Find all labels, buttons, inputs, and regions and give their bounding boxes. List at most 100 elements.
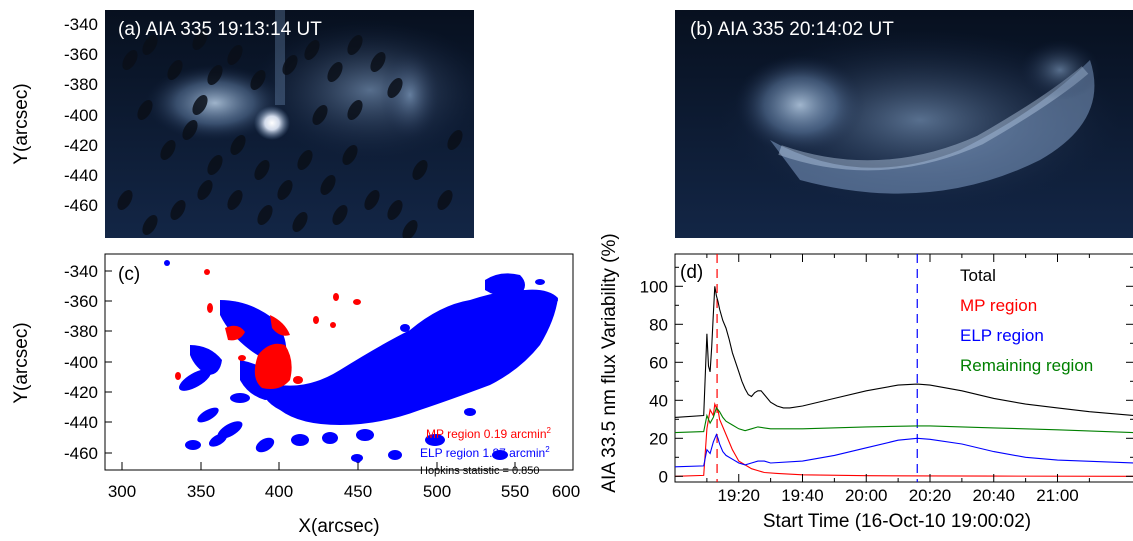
- panel-a-blob: [297, 150, 313, 170]
- panel-c-elp-mask: [164, 260, 558, 463]
- panel-c-xticks: 300 350 400 450 500 550 600: [108, 482, 580, 501]
- panel-a-blob: [182, 120, 198, 140]
- panel-c-ylabel: Y(arcsec): [11, 322, 32, 403]
- panel-c-hopkins-annotation: Hopkins statistic = 0.850: [420, 465, 540, 477]
- panel-a-blob: [142, 35, 158, 55]
- panel-c-yticks: -340 -360 -380 -400 -420 -440 -460: [64, 262, 98, 463]
- panel-d-plot: 0 20 40 60 80 100 19:20 19:40 20:00 20:20 20:40 21:…: [640, 253, 1133, 505]
- panel-d-xtick-label: 19:20: [717, 486, 760, 505]
- panel-a-blob: [192, 95, 208, 115]
- panel-a-blob: [387, 78, 403, 98]
- panel-d-frame: [674, 253, 1133, 483]
- panel-d-xtick-label: 19:40: [781, 486, 824, 505]
- panel-a-blob: [207, 155, 223, 175]
- panel-a-blob: [292, 212, 308, 232]
- panel-d-ytick-label: 60: [649, 353, 668, 372]
- panel-d-ytick-label: 0: [659, 467, 668, 486]
- panel-d-xtick-label: 20:20: [909, 486, 952, 505]
- panel-c-mp-annotation: MP region 0.19 arcmin2: [426, 426, 552, 441]
- panel-a-ytick: -400: [64, 106, 98, 125]
- panel-d-xtick-label: 20:00: [845, 486, 888, 505]
- panel-a-ytick: -440: [64, 166, 98, 185]
- panel-a-blob: [332, 205, 348, 225]
- panel-c-ytick: -400: [64, 353, 98, 372]
- panel-a-blob: [117, 190, 133, 210]
- panel-c-ytick: -340: [64, 262, 98, 281]
- panel-a: (a) AIA 335 19:13:14 UT Y(arcsec) -340 -…: [11, 10, 474, 238]
- panel-a-blob: [207, 65, 223, 85]
- panel-a-ytick: -360: [64, 45, 98, 64]
- panel-c-xtick: 500: [423, 482, 451, 501]
- panel-a-blob: [277, 180, 293, 200]
- panel-a-ytick: -380: [64, 75, 98, 94]
- panel-a-blob: [254, 160, 270, 180]
- panel-a-blob: [370, 52, 386, 72]
- panel-d-xtick-label: 21:00: [1036, 486, 1079, 505]
- panel-d-ytick-label: 40: [649, 391, 668, 410]
- panel-c-xtick-marks: [121, 462, 516, 470]
- panel-d-xlabel: Start Time (16-Oct-10 19:00:02): [763, 511, 1031, 532]
- panel-d-series-line: [674, 406, 1133, 434]
- panel-c-xtick: 350: [187, 482, 215, 501]
- panel-b: (b) AIA 335 20:14:02 UT: [675, 10, 1133, 238]
- panel-a-blob: [387, 200, 403, 220]
- panel-d-ytick-label: 100: [640, 277, 668, 296]
- panel-c-elp-annotation: ELP region 1.87 arcmin2: [420, 445, 550, 460]
- panel-a-image: [105, 10, 474, 238]
- panel-c: (c) Y(arcsec) X(arcsec) -340 -360 -380 -…: [11, 253, 580, 537]
- panel-c-label: (c): [118, 264, 140, 285]
- panel-a-ytick: -340: [64, 15, 98, 34]
- panel-b-image: [675, 10, 1133, 238]
- panel-d-ylabel: AIA 33.5 nm flux Variability (%): [599, 233, 620, 492]
- panel-c-ytick: -420: [64, 383, 98, 402]
- panel-d-legend-entry: MP region: [960, 296, 1037, 315]
- panel-a-blob: [122, 50, 138, 70]
- panel-b-label: (b) AIA 335 20:14:02 UT: [690, 19, 894, 40]
- panel-c-ytick-marks: [105, 270, 112, 454]
- panel-c-ytick: -460: [64, 444, 98, 463]
- panel-a-blob: [230, 135, 246, 155]
- panel-a-blob: [282, 55, 298, 75]
- panel-d-legend-entry: Total: [960, 266, 996, 285]
- panel-a-blob: [170, 200, 186, 220]
- panel-c-xtick: 450: [344, 482, 372, 501]
- panel-a-ytick: -460: [64, 196, 98, 215]
- panel-a-blob: [227, 45, 243, 65]
- panel-a-blob: [167, 60, 183, 80]
- panel-a-blob: [227, 190, 243, 210]
- panel-a-blob: [347, 100, 363, 120]
- panel-a-blob: [192, 30, 208, 50]
- panel-d-ytick-label: 20: [649, 429, 668, 448]
- panel-d-ytick-label: 80: [649, 315, 668, 334]
- panel-c-ytick: -380: [64, 322, 98, 341]
- panel-a-blob: [437, 190, 453, 210]
- panel-a-blob: [347, 35, 363, 55]
- panel-a-yticks: -340 -360 -380 -400 -420 -440 -460: [64, 15, 98, 215]
- panel-a-blob: [312, 105, 328, 125]
- panel-a-blob: [142, 215, 158, 235]
- panel-a-blob: [364, 190, 380, 210]
- panel-c-mp-mask: [175, 269, 361, 389]
- panel-d-series-line: [674, 286, 1133, 418]
- panel-d-legend-entry: Remaining region: [960, 356, 1093, 375]
- panel-a-label: (a) AIA 335 19:13:14 UT: [118, 19, 322, 40]
- panel-a-blob: [402, 220, 418, 238]
- panel-a-blob: [257, 205, 273, 225]
- panel-a-blob: [160, 140, 176, 160]
- panel-c-xtick: 600: [552, 482, 580, 501]
- panel-a-blobs: [117, 30, 463, 238]
- panel-d-series-line: [674, 433, 1133, 468]
- panel-c-ytick: -360: [64, 292, 98, 311]
- panel-d: 0 20 40 60 80 100 19:20 19:40 20:00 20:20 20:40 21:…: [599, 233, 1133, 532]
- panel-a-blob: [412, 160, 428, 180]
- panel-c-xlabel: X(arcsec): [298, 516, 379, 537]
- panel-c-xtick: 300: [108, 482, 136, 501]
- panel-a-blob: [342, 145, 358, 165]
- panel-a-blob: [327, 62, 343, 82]
- panel-d-xtick-label: 20:40: [972, 486, 1015, 505]
- panel-a-blob: [197, 180, 213, 200]
- panel-c-xtick: 400: [265, 482, 293, 501]
- panel-a-blob: [320, 175, 336, 195]
- panel-c-xtick: 550: [501, 482, 529, 501]
